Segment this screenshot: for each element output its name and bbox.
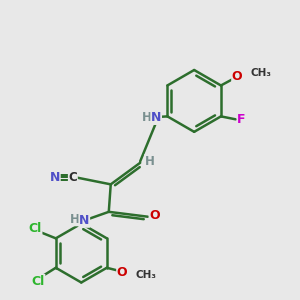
Text: O: O xyxy=(232,70,242,83)
Text: H: H xyxy=(145,155,154,168)
Text: Cl: Cl xyxy=(32,274,45,287)
Text: N: N xyxy=(50,171,60,184)
Text: H: H xyxy=(70,213,80,226)
Text: Cl: Cl xyxy=(28,221,42,235)
Text: C: C xyxy=(68,171,77,184)
Text: CH₃: CH₃ xyxy=(136,270,157,280)
Text: N: N xyxy=(151,111,161,124)
Text: O: O xyxy=(117,266,128,279)
Text: F: F xyxy=(237,113,246,126)
Text: H: H xyxy=(142,111,152,124)
Text: N: N xyxy=(79,214,89,227)
Text: O: O xyxy=(149,209,160,222)
Text: CH₃: CH₃ xyxy=(250,68,272,77)
